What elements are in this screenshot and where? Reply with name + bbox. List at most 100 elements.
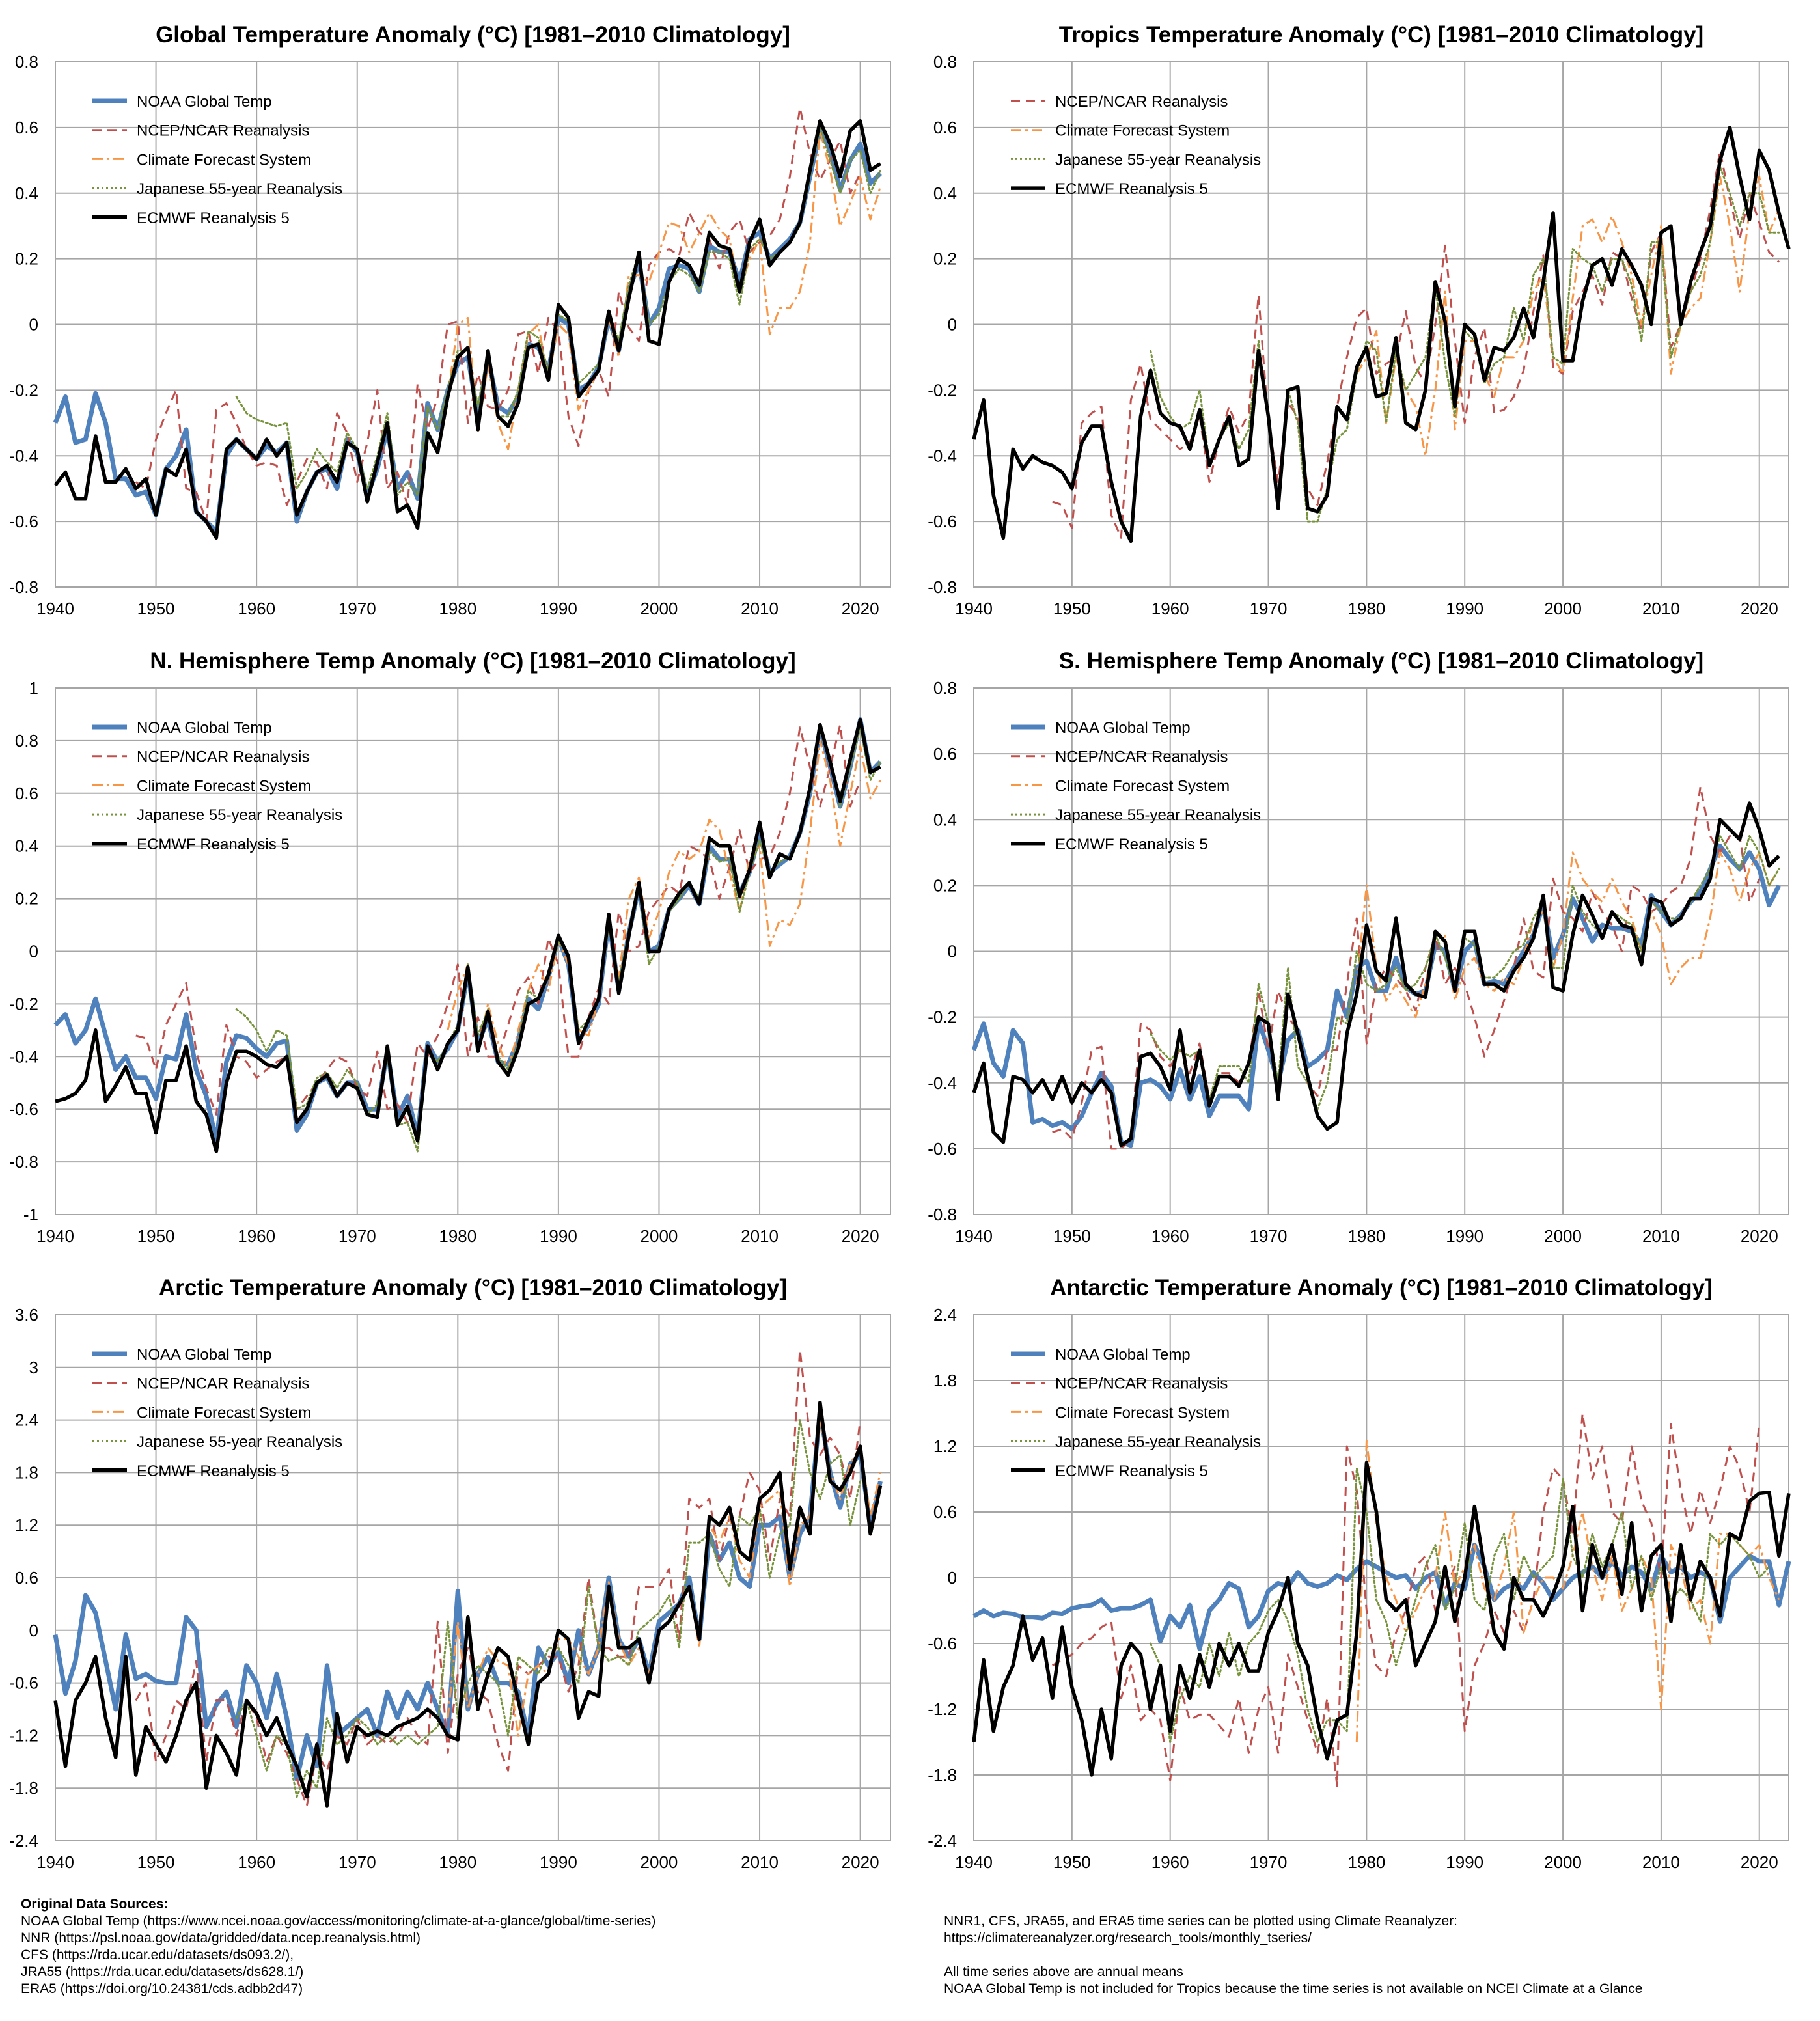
y-tick-label: 0.6: [933, 744, 957, 763]
y-tick-label: -0.2: [9, 380, 38, 400]
y-tick-label: 1.8: [15, 1463, 38, 1482]
chart-title: Tropics Temperature Anomaly (°C) [1981–2…: [1059, 22, 1703, 48]
legend-label: Japanese 55-year Reanalysis: [1055, 151, 1261, 169]
y-tick-label: -0.2: [928, 380, 957, 400]
legend-label: Japanese 55-year Reanalysis: [137, 806, 342, 824]
chart-grid: Global Temperature Anomaly (°C) [1981–20…: [9, 22, 1791, 1872]
chart-title: Arctic Temperature Anomaly (°C) [1981–20…: [159, 1275, 787, 1300]
x-tick-label: 1950: [137, 1226, 175, 1246]
y-tick-label: -1: [23, 1205, 38, 1224]
y-tick-label: 0.2: [15, 249, 38, 269]
series-line-climate-forecast-system: [1356, 176, 1780, 457]
x-tick-label: 1940: [955, 1226, 993, 1246]
y-tick-label: 0.4: [933, 184, 957, 203]
legend: NOAA Global Temp NCEP/NCAR Reanalysis Clim…: [1011, 719, 1261, 853]
y-tick-label: -2.4: [9, 1831, 38, 1850]
footer-source-line: ERA5 (https://doi.org/10.24381/cds.adbb2…: [21, 1981, 303, 1996]
series-line-ncep-ncar-reanalysis: [135, 724, 862, 1123]
series-line-japanese-55-year-reanalysis: [235, 726, 881, 1153]
chart-panel: S. Hemisphere Temp Anomaly (°C) [1981–20…: [928, 648, 1789, 1246]
series-line-ncep-ncar-reanalysis: [1051, 1412, 1761, 1787]
y-tick-label: 0: [948, 1568, 957, 1588]
y-tick-label: -0.8: [928, 577, 957, 597]
series-line-climate-forecast-system: [1355, 1440, 1780, 1742]
chart-panel: Global Temperature Anomaly (°C) [1981–20…: [9, 22, 891, 618]
chart-panel: Antarctic Temperature Anomaly (°C) [1981…: [928, 1275, 1791, 1872]
y-tick-label: 0.4: [15, 836, 38, 856]
y-tick-label: -0.4: [9, 1047, 38, 1066]
footer-note-line: NOAA Global Temp is not included for Tro…: [944, 1981, 1643, 1996]
legend-label: ECMWF Reanalysis 5: [137, 210, 290, 227]
y-tick-label: 0.6: [15, 1568, 38, 1588]
y-tick-label: 0: [29, 942, 38, 961]
x-tick-label: 2020: [842, 1226, 879, 1246]
y-tick-label: 0.8: [933, 678, 957, 698]
y-tick-label: 0.2: [933, 875, 957, 895]
legend-label: NCEP/NCAR Reanalysis: [1055, 1375, 1228, 1393]
x-tick-label: 1950: [137, 599, 175, 618]
series-line-ecmwf-reanalysis-5: [55, 717, 881, 1153]
x-tick-label: 2020: [1741, 1226, 1778, 1246]
y-tick-label: 3: [29, 1358, 38, 1377]
y-tick-label: -0.6: [928, 512, 957, 531]
x-tick-label: 2010: [741, 1852, 779, 1872]
x-tick-label: 1980: [439, 599, 476, 618]
x-tick-label: 1970: [1250, 1226, 1288, 1246]
series-line-ecmwf-reanalysis-5: [53, 119, 881, 540]
x-tick-label: 2020: [1741, 1852, 1778, 1872]
y-tick-label: -0.6: [9, 1673, 38, 1693]
legend-label: NCEP/NCAR Reanalysis: [1055, 749, 1228, 766]
y-tick-label: 0.2: [15, 889, 38, 909]
x-tick-label: 1950: [1053, 1226, 1091, 1246]
series-line-ncep-ncar-reanalysis: [1052, 786, 1761, 1150]
x-tick-label: 1990: [540, 1226, 577, 1246]
x-tick-label: 2000: [641, 1852, 678, 1872]
legend-label: ECMWF Reanalysis 5: [1055, 836, 1208, 853]
legend-label: Japanese 55-year Reanalysis: [1055, 806, 1261, 824]
y-tick-label: -0.6: [928, 1634, 957, 1653]
legend-label: Japanese 55-year Reanalysis: [137, 180, 342, 198]
x-tick-label: 2010: [1642, 599, 1680, 618]
x-tick-label: 1970: [338, 1852, 376, 1872]
footer-notes: NNR1, CFS, JRA55, and ERA5 time series c…: [944, 1913, 1642, 1998]
y-tick-label: -0.4: [928, 1073, 957, 1093]
x-tick-label: 1980: [439, 1852, 476, 1872]
x-tick-label: 1960: [238, 1226, 275, 1246]
x-tick-label: 1980: [439, 1226, 476, 1246]
legend-label: Japanese 55-year Reanalysis: [1055, 1433, 1261, 1451]
x-tick-label: 2000: [641, 1226, 678, 1246]
x-tick-label: 2010: [1642, 1852, 1680, 1872]
y-tick-label: -0.2: [928, 1008, 957, 1027]
x-tick-label: 1990: [540, 1852, 577, 1872]
y-tick-label: -0.4: [9, 446, 38, 465]
y-tick-label: -0.8: [9, 577, 38, 597]
series-line-climate-forecast-system: [447, 739, 881, 1071]
series-line-ecmwf-reanalysis-5: [972, 1461, 1791, 1777]
x-tick-label: 2020: [1741, 599, 1778, 618]
legend-label: Climate Forecast System: [1055, 1404, 1230, 1422]
y-tick-label: 0.6: [15, 118, 38, 137]
x-tick-label: 1950: [137, 1852, 175, 1872]
y-tick-label: 0: [29, 315, 38, 335]
legend: NCEP/NCAR Reanalysis Climate Forecast Sys…: [1011, 93, 1261, 198]
x-tick-label: 1980: [1347, 599, 1385, 618]
legend: NOAA Global Temp NCEP/NCAR Reanalysis Clim…: [92, 93, 342, 227]
x-tick-label: 2010: [741, 599, 779, 618]
x-tick-label: 1980: [1347, 1226, 1385, 1246]
legend: NOAA Global Temp NCEP/NCAR Reanalysis Clim…: [92, 719, 342, 853]
chart-panel: Tropics Temperature Anomaly (°C) [1981–2…: [928, 22, 1791, 618]
x-tick-label: 1960: [238, 599, 275, 618]
x-tick-label: 1970: [1250, 1852, 1288, 1872]
y-tick-label: 1.2: [15, 1515, 38, 1535]
y-tick-label: 3.6: [15, 1305, 38, 1325]
y-tick-label: 0: [948, 942, 957, 961]
x-tick-label: 1960: [1151, 1852, 1189, 1872]
y-tick-label: 0.8: [933, 52, 957, 72]
y-tick-label: -1.2: [928, 1699, 957, 1719]
series-line-climate-forecast-system: [447, 1419, 881, 1737]
y-tick-label: 0.4: [933, 810, 957, 829]
x-tick-label: 2020: [842, 599, 879, 618]
chart-title: S. Hemisphere Temp Anomaly (°C) [1981–20…: [1059, 648, 1703, 674]
y-tick-label: 0.6: [933, 118, 957, 137]
y-tick-label: -1.8: [928, 1765, 957, 1785]
